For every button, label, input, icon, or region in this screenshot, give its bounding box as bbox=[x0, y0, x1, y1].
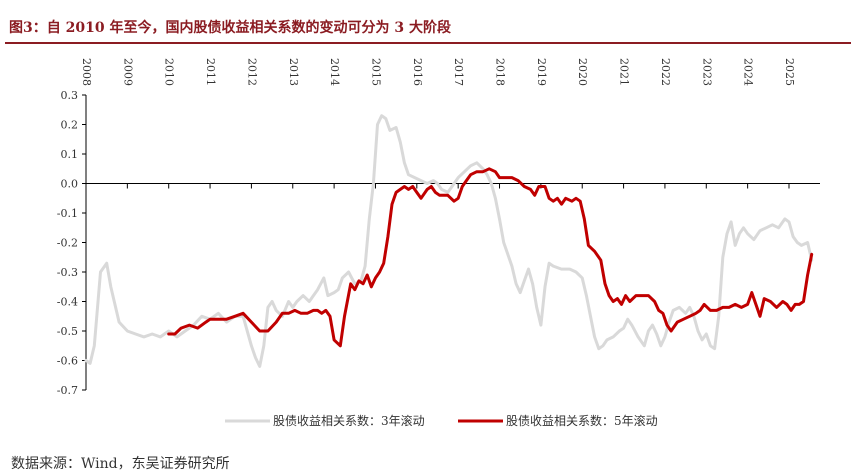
x-tick-label: 2018 bbox=[494, 58, 507, 86]
y-tick-label: 0.0 bbox=[61, 178, 79, 191]
data-source: 数据来源：Wind，东吴证券研究所 bbox=[11, 456, 230, 472]
legend-label-3y: 股债收益相关系数：3年滚动 bbox=[273, 413, 425, 428]
x-tick-label: 2022 bbox=[659, 58, 672, 86]
legend: 股债收益相关系数：3年滚动 股债收益相关系数：5年滚动 bbox=[225, 413, 658, 428]
y-tick-label: -0.2 bbox=[57, 237, 78, 250]
y-tick-label: -0.6 bbox=[57, 355, 78, 368]
x-tick-label: 2012 bbox=[245, 58, 258, 86]
y-tick-label: 0.3 bbox=[61, 89, 79, 102]
series-3y-line bbox=[84, 114, 814, 368]
y-tick-label: -0.5 bbox=[57, 325, 78, 338]
x-tick-label: 2009 bbox=[121, 58, 134, 86]
x-tick-label: 2014 bbox=[328, 58, 341, 86]
series-5y-line bbox=[167, 167, 814, 348]
title-rule bbox=[5, 42, 851, 44]
x-tick-label: 2023 bbox=[700, 58, 713, 86]
x-tick-label: 2021 bbox=[618, 58, 631, 86]
x-tick-label: 2013 bbox=[287, 58, 300, 86]
y-tick-label: -0.1 bbox=[57, 207, 78, 220]
legend-label-5y: 股债收益相关系数：5年滚动 bbox=[506, 413, 658, 428]
y-tick-label: -0.4 bbox=[57, 296, 78, 309]
x-tick-label: 2024 bbox=[742, 58, 755, 86]
x-tick-label: 2010 bbox=[163, 58, 176, 86]
chart-title: 图3：自 2010 年至今，国内股债收益相关系数的变动可分为 3 大阶段 bbox=[9, 20, 451, 36]
y-tick-label: 0.1 bbox=[61, 148, 79, 161]
series-layer bbox=[84, 114, 814, 368]
x-tick-label: 2019 bbox=[535, 58, 548, 86]
x-tick-label: 2016 bbox=[411, 58, 424, 86]
x-tick-label: 2015 bbox=[369, 58, 382, 86]
x-tick-label: 2020 bbox=[576, 58, 589, 86]
x-tick-label: 2025 bbox=[783, 58, 796, 86]
x-tick-label: 2017 bbox=[452, 58, 465, 86]
y-tick-label: -0.7 bbox=[57, 384, 78, 397]
axis-layer: 0.3 0.2 0.1 0.0 -0.1 -0.2 -0.3 -0.4 -0.5 -0.6 -0.7… bbox=[57, 58, 820, 397]
x-tick-label: 2011 bbox=[204, 58, 217, 86]
x-tick-label: 2008 bbox=[80, 58, 93, 86]
y-tick-label: -0.3 bbox=[57, 266, 78, 279]
y-tick-label: 0.2 bbox=[61, 119, 79, 132]
